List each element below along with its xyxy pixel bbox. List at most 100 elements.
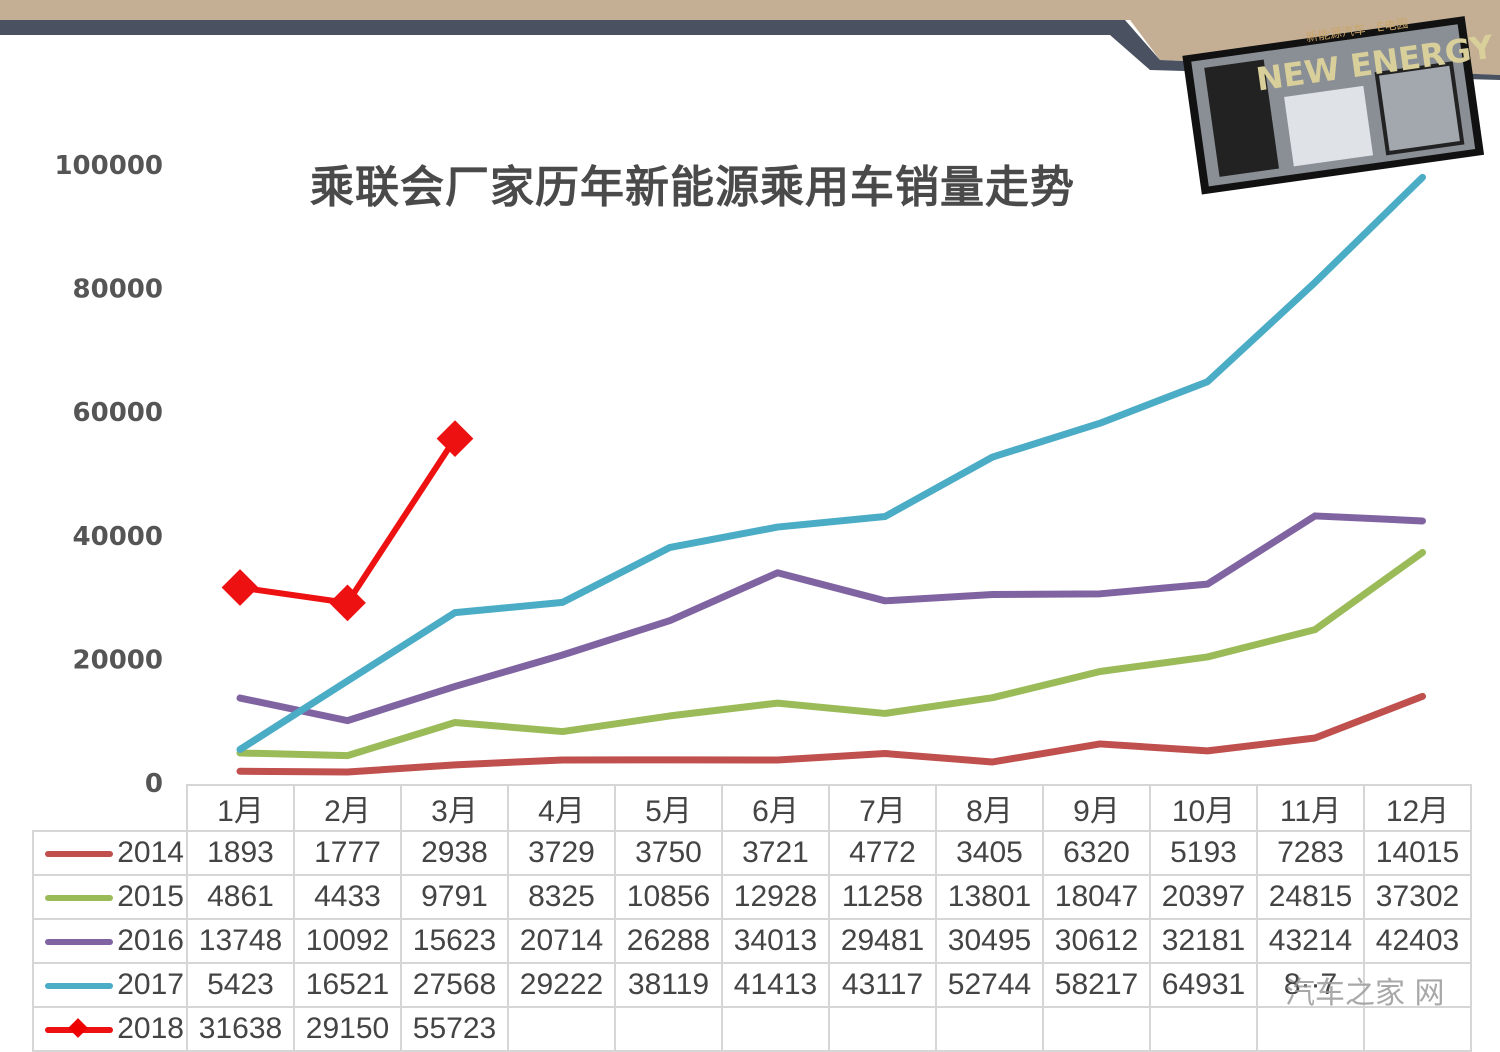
chart-title: 乘联会厂家历年新能源乘用车销量走势 xyxy=(310,162,1075,213)
month-header: 9月 xyxy=(1042,784,1151,832)
table-cell: 20714 xyxy=(507,918,616,964)
month-header: 1月 xyxy=(186,784,295,832)
month-header: 5月 xyxy=(614,784,723,832)
table-cell: 4861 xyxy=(186,874,295,920)
diamond-marker xyxy=(221,569,259,606)
table-cell: 10092 xyxy=(293,918,402,964)
table-cell: 15623 xyxy=(400,918,509,964)
table-cell: 41413 xyxy=(721,962,830,1008)
table-cell: 4433 xyxy=(293,874,402,920)
month-header: 8月 xyxy=(935,784,1044,832)
table-cell: 3721 xyxy=(721,830,830,876)
table-cell: 14015 xyxy=(1363,830,1472,876)
month-header: 12月 xyxy=(1363,784,1472,832)
series-line-2018 xyxy=(237,435,458,606)
table-cell: 11258 xyxy=(828,874,937,920)
table-cell xyxy=(721,1006,830,1052)
table-cell: 30612 xyxy=(1042,918,1151,964)
month-header: 11月 xyxy=(1256,784,1365,832)
table-cell: 29150 xyxy=(293,1006,402,1052)
diamond-marker xyxy=(329,584,366,622)
line-diamond-legend-icon xyxy=(45,1018,114,1038)
series-layer xyxy=(221,173,1426,776)
legend-year: 2018 xyxy=(117,1012,184,1045)
table-cell: 27568 xyxy=(400,962,509,1008)
table-cell: 13801 xyxy=(935,874,1044,920)
table-cell: 37302 xyxy=(1363,874,1472,920)
month-header: 3月 xyxy=(400,784,509,832)
header-bar xyxy=(0,20,1500,80)
table-cell xyxy=(614,1006,723,1052)
y-tick-label: 60000 xyxy=(73,398,163,428)
legend-entry: 2015 xyxy=(32,874,188,920)
table-cell: 5193 xyxy=(1149,830,1258,876)
table-cell xyxy=(1363,962,1472,1008)
table-cell: 3729 xyxy=(507,830,616,876)
table-cell: 42403 xyxy=(1363,918,1472,964)
line-legend-icon xyxy=(45,851,114,858)
table-cell: 29222 xyxy=(507,962,616,1008)
table-cell: 12928 xyxy=(721,874,830,920)
table-row: 2018 31638 29150 55723 xyxy=(32,1006,1472,1052)
table-cell xyxy=(828,1006,937,1052)
series-line-2016 xyxy=(236,512,1426,725)
legend-year: 2016 xyxy=(117,924,184,957)
y-tick-label: 40000 xyxy=(73,522,163,552)
table-cell: 3750 xyxy=(614,830,723,876)
table-cell: 24815 xyxy=(1256,874,1365,920)
table-cell: 32181 xyxy=(1149,918,1258,964)
table-cell: 31638 xyxy=(186,1006,295,1052)
month-header: 10月 xyxy=(1149,784,1258,832)
table-cell xyxy=(935,1006,1044,1052)
legend-year: 2015 xyxy=(117,880,184,913)
table-cell: 52744 xyxy=(935,962,1044,1008)
table-cell: 5423 xyxy=(186,962,295,1008)
table-cell: 10856 xyxy=(614,874,723,920)
table-cell: 26288 xyxy=(614,918,723,964)
legend-entry: 2016 xyxy=(32,918,188,964)
legend-year: 2017 xyxy=(117,968,184,1001)
table-cell: 55723 xyxy=(400,1006,509,1052)
table-cell xyxy=(1363,1006,1472,1052)
line-legend-icon xyxy=(45,983,114,990)
table-cell: 1777 xyxy=(293,830,402,876)
series-line-2017 xyxy=(236,173,1426,753)
table-corner xyxy=(33,785,187,831)
table-cell: 58217 xyxy=(1042,962,1151,1008)
table-row: 2017 5423 16521 27568 29222 38119 41413 43117 52… xyxy=(32,962,1472,1008)
month-header: 2月 xyxy=(293,784,402,832)
table-cell: 43214 xyxy=(1256,918,1365,964)
table-cell: 13748 xyxy=(186,918,295,964)
table-cell: 64931 xyxy=(1149,962,1258,1008)
table-cell: 7283 xyxy=(1256,830,1365,876)
line-legend-icon xyxy=(45,939,114,946)
table-cell: 3405 xyxy=(935,830,1044,876)
table-cell: 34013 xyxy=(721,918,830,964)
table-cell xyxy=(1149,1006,1258,1052)
legend-entry: 2017 xyxy=(32,962,188,1008)
table-cell xyxy=(1256,1006,1365,1052)
table-cell: 1893 xyxy=(186,830,295,876)
table-cell: 43117 xyxy=(828,962,937,1008)
table-row: 2016 13748 10092 15623 20714 26288 34013 29481 3… xyxy=(32,918,1472,964)
table-cell: 8325 xyxy=(507,874,616,920)
table-row: 2015 4861 4433 9791 8325 10856 12928 11258 13801… xyxy=(32,874,1472,920)
table-cell xyxy=(1042,1006,1151,1052)
line-legend-icon xyxy=(45,895,114,902)
table-cell: 4772 xyxy=(828,830,937,876)
y-tick-label: 100000 xyxy=(54,151,163,181)
table-cell: 8··7 xyxy=(1256,962,1365,1008)
data-table: 1月 2月 3月 4月 5月 6月 7月 8月 9月 10月 11月 12月 2014 1893 1777 2… xyxy=(32,784,1472,1052)
table-cell: 38119 xyxy=(614,962,723,1008)
y-tick-label: 0 xyxy=(145,769,163,799)
table-cell: 16521 xyxy=(293,962,402,1008)
month-header: 4月 xyxy=(507,784,616,832)
series-line-2015 xyxy=(236,548,1426,760)
month-header: 6月 xyxy=(721,784,830,832)
y-tick-label: 20000 xyxy=(73,645,163,675)
table-cell xyxy=(507,1006,616,1052)
table-cell: 2938 xyxy=(400,830,509,876)
watermark: 汽车之家 网 xyxy=(1285,976,1445,1011)
legend-entry: 2014 xyxy=(32,830,188,876)
